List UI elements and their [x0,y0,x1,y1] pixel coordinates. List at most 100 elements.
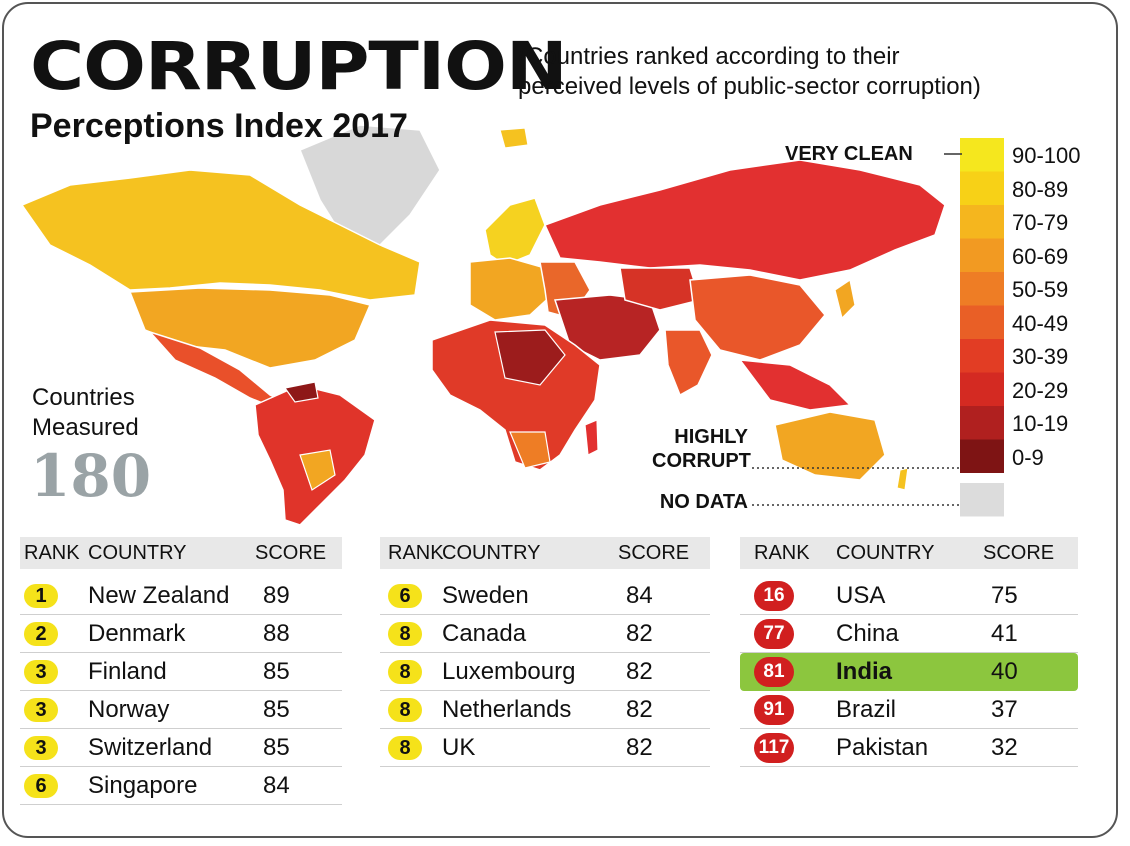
highly-corrupt-line-1: HIGHLY [674,426,748,448]
legend-swatch-6 [960,339,1004,373]
legend-label-4: 50-59 [1012,277,1069,302]
table-row: 3 Norway 85 [20,691,342,729]
legend-label-9: 0-9 [1012,444,1044,470]
country-name: Switzerland [88,734,213,761]
country-score: 37 [991,696,1018,723]
rank-badge: 1 [24,584,58,608]
page-subtitle-index: Perceptions Index 2017 [30,107,408,145]
country-name: Denmark [88,620,186,647]
header-country: COUNTRY [836,542,935,564]
table-row: 3 Switzerland 85 [20,729,342,767]
highly-corrupt-label: HIGHLY CORRUPT [652,425,751,473]
legend-label-5: 40-49 [1012,310,1069,336]
country-score: 82 [626,696,653,723]
ranking-table-3: RANK COUNTRY SCORE 16 USA 75 77 China 41 81 India 4… [740,537,1078,807]
header-country: COUNTRY [88,542,187,564]
table-row: 6 Singapore 84 [20,767,342,805]
map-usa [128,287,372,369]
country-name: Norway [88,696,170,723]
legend-swatch-5 [960,305,1004,339]
country-name: Singapore [88,772,198,799]
subtitle-line-1: (Countries ranked according to their [518,43,900,70]
rank-badge: 2 [24,622,58,646]
table-row: 8 Canada 82 [380,615,710,653]
header-rank: RANK [754,542,810,564]
map-china [689,274,826,361]
map-canada [20,169,421,301]
countries-measured-line-2: Measured [32,414,139,441]
table-row: 8 UK 82 [380,729,710,767]
header-rank: RANK [388,542,444,564]
country-score: 40 [991,658,1018,685]
country-score: 82 [626,658,653,685]
legend-swatch-1 [960,171,1004,205]
country-name: Pakistan [836,734,929,761]
table-header: RANK COUNTRY SCORE [380,537,710,569]
chart-subtitle: (Countries ranked according to their per… [518,42,1108,102]
map-western-europe [469,257,556,321]
legend-swatch-4 [960,272,1004,306]
map-madagascar [584,419,599,456]
table-row: 81 India 40 [740,653,1078,691]
table-row: 2 Denmark 88 [20,615,342,653]
legend-label-0: 90-100 [1012,143,1081,168]
ranking-table-2: RANK COUNTRY SCORE 6 Sweden 84 8 Canada 82 8 Luxem… [380,537,710,807]
rank-badge: 6 [388,584,422,608]
rank-badge: 16 [754,581,794,611]
table-row: 1 New Zealand 89 [20,577,342,615]
country-name: Canada [442,620,527,647]
map-australia [774,411,886,481]
country-name: New Zealand [88,582,230,609]
table-row: 117 Pakistan 32 [740,729,1078,767]
map-southern-africa [509,431,551,469]
legend-label-6: 30-39 [1012,344,1069,369]
header-country: COUNTRY [442,542,541,564]
rank-badge: 77 [754,619,794,649]
legend-swatch-9 [960,439,1004,473]
countries-measured-label: Countries Measured [32,383,139,443]
country-score: 32 [991,734,1018,761]
legend-swatch-2 [960,205,1004,239]
highly-corrupt-line-2: CORRUPT [652,450,751,472]
table-header: RANK COUNTRY SCORE [740,537,1078,569]
no-data-label: NO DATA [659,491,748,513]
table-row: 6 Sweden 84 [380,577,710,615]
table-row: 8 Luxembourg 82 [380,653,710,691]
table-row: 16 USA 75 [740,577,1078,615]
rank-badge: 8 [388,660,422,684]
rank-badge: 91 [754,695,794,725]
map-central-asia [619,267,701,311]
legend-label-8: 10-19 [1012,411,1069,436]
legend-label-7: 20-29 [1012,377,1069,403]
country-score: 84 [626,582,653,609]
rank-badge: 117 [754,733,794,763]
country-name: Finland [88,658,167,685]
rank-badge: 3 [24,698,58,722]
map-venezuela [283,381,319,403]
country-name: Netherlands [442,696,572,723]
rank-badge: 6 [24,774,58,798]
map-greenland [299,124,441,251]
country-score: 85 [263,696,290,723]
table-row: 3 Finland 85 [20,653,342,691]
map-se-asia [738,359,852,411]
very-clean-label: VERY CLEAN [785,143,913,165]
country-name: UK [442,734,476,761]
legend-swatches [960,138,1004,517]
legend-swatch-7 [960,372,1004,406]
legend-label-2: 70-79 [1012,210,1069,235]
rank-badge: 8 [388,622,422,646]
map-india [664,329,713,397]
country-name: China [836,620,899,647]
legend-swatch-8 [960,406,1004,440]
table-header: RANK COUNTRY SCORE [20,537,342,569]
legend-swatch-3 [960,238,1004,272]
legend-swatch-0 [960,138,1004,172]
table-row: 91 Brazil 37 [740,691,1078,729]
rank-badge: 8 [388,698,422,722]
country-name: Luxembourg [442,658,576,685]
map-sahara-belt [494,329,566,386]
page-title: CORRUPTION [30,28,568,105]
country-score: 89 [263,582,290,609]
header-score: SCORE [983,542,1055,564]
